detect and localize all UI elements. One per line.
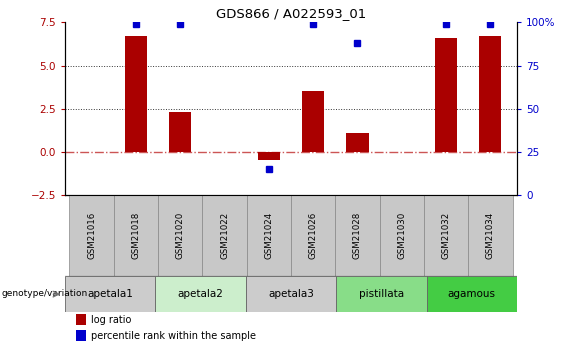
- Text: percentile rank within the sample: percentile rank within the sample: [91, 331, 256, 341]
- Bar: [435, 38, 457, 152]
- Bar: [424, 195, 468, 276]
- Bar: [479, 36, 502, 152]
- Text: GSM21024: GSM21024: [264, 212, 273, 259]
- Bar: [69, 195, 114, 276]
- Text: GSM21028: GSM21028: [353, 212, 362, 259]
- Bar: [335, 195, 380, 276]
- Text: agamous: agamous: [448, 289, 496, 299]
- Bar: [202, 195, 247, 276]
- Text: pistillata: pistillata: [359, 289, 404, 299]
- Bar: [346, 133, 368, 152]
- Bar: [427, 276, 517, 312]
- Title: GDS866 / A022593_01: GDS866 / A022593_01: [216, 7, 366, 20]
- Text: log ratio: log ratio: [91, 315, 131, 325]
- Text: GSM21034: GSM21034: [486, 212, 495, 259]
- Bar: [76, 314, 86, 325]
- Bar: [302, 91, 324, 152]
- Text: GSM21020: GSM21020: [176, 212, 185, 259]
- Bar: [247, 195, 291, 276]
- Bar: [65, 276, 155, 312]
- Bar: [336, 276, 427, 312]
- Bar: [155, 276, 246, 312]
- Bar: [468, 195, 512, 276]
- Text: GSM21032: GSM21032: [442, 212, 450, 259]
- Text: apetala1: apetala1: [87, 289, 133, 299]
- Bar: [158, 195, 202, 276]
- Text: GSM21026: GSM21026: [308, 212, 318, 259]
- Bar: [76, 330, 86, 342]
- Text: GSM21022: GSM21022: [220, 212, 229, 259]
- Text: GSM21030: GSM21030: [397, 212, 406, 259]
- Bar: [291, 195, 335, 276]
- Bar: [380, 195, 424, 276]
- Text: GSM21018: GSM21018: [132, 212, 140, 259]
- Bar: [246, 276, 336, 312]
- Text: apetala3: apetala3: [268, 289, 314, 299]
- Text: apetala2: apetala2: [177, 289, 224, 299]
- Text: GSM21016: GSM21016: [87, 212, 96, 259]
- Bar: [258, 152, 280, 160]
- Text: genotype/variation: genotype/variation: [1, 289, 88, 298]
- Bar: [125, 36, 147, 152]
- Bar: [169, 112, 192, 152]
- Bar: [114, 195, 158, 276]
